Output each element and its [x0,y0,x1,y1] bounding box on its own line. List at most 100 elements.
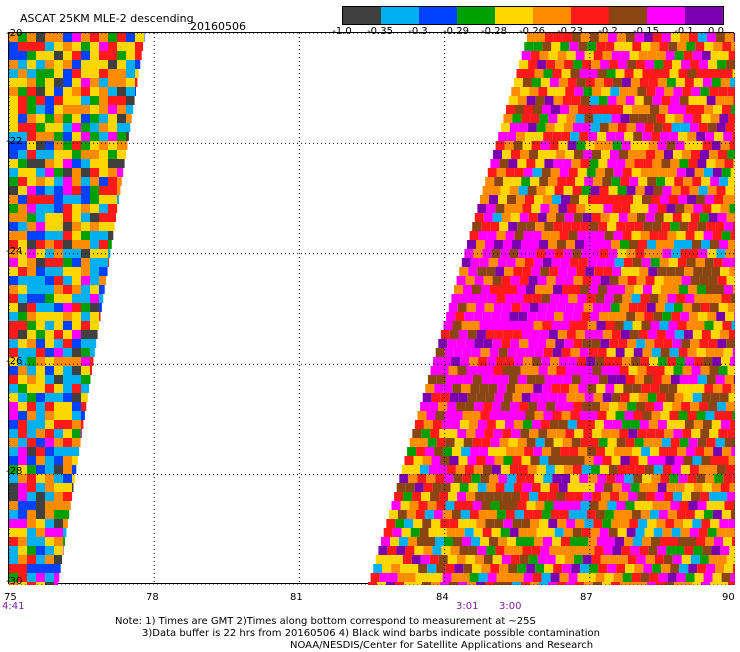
wind-cell [90,321,99,330]
wind-cell [36,366,45,375]
wind-cell [584,366,593,375]
wind-cell [9,150,18,159]
wind-cell [711,330,720,339]
wind-cell [81,393,88,402]
wind-cell [622,420,631,429]
wind-cell [619,276,628,285]
wind-cell [578,231,587,240]
wind-cell [534,195,543,204]
wind-cell [560,168,569,177]
wind-cell [532,78,541,87]
wind-cell [398,510,407,519]
wind-cell [99,213,108,222]
wind-cell [45,87,54,96]
wind-cell [724,159,733,168]
wind-cell [602,366,611,375]
wind-cell [641,510,650,519]
wind-cell [108,60,117,69]
wind-cell [706,159,715,168]
wind-cell [563,375,572,384]
wind-cell [99,186,108,195]
wind-cell [571,564,580,573]
wind-cell [664,429,673,438]
wind-cell [18,177,27,186]
wind-cell [651,132,660,141]
wind-cell [493,213,502,222]
wind-cell [703,357,712,366]
wind-cell [18,537,27,546]
wind-cell [715,69,724,78]
wind-cell [714,132,723,141]
wind-cell [72,159,81,168]
wind-cell [9,438,18,447]
wind-cell [36,375,45,384]
wind-cell [27,195,36,204]
wind-cell [593,114,602,123]
wind-cell [454,285,463,294]
wind-cell [514,78,523,87]
wind-cell [587,42,596,51]
wind-cell [421,492,430,501]
wind-cell [578,42,587,51]
wind-cell [460,420,469,429]
wind-cell [99,168,108,177]
wind-cell [117,105,126,114]
wind-cell [108,186,117,195]
wind-cell [570,258,579,267]
wind-cell [63,384,72,393]
wind-cell [595,483,604,492]
wind-cell [570,321,579,330]
wind-cell [27,285,36,294]
wind-cell [90,141,99,150]
wind-cell [700,150,709,159]
wind-cell [9,384,18,393]
wind-cell [45,69,54,78]
wind-cell [625,69,634,78]
wind-cell [634,285,643,294]
wind-cell [448,429,457,438]
wind-cell [614,42,623,51]
wind-cell [453,537,462,546]
wind-cell [544,69,553,78]
wind-cell [90,366,92,375]
wind-cell [467,519,476,528]
wind-cell [613,294,622,303]
wind-cell [499,222,508,231]
wind-cell [54,150,63,159]
wind-cell [590,501,599,510]
wind-cell [586,483,595,492]
wind-cell [36,348,45,357]
wind-cell [90,375,91,384]
wind-cell [54,168,63,177]
wind-cell [571,348,580,357]
wind-cell [618,339,627,348]
wind-cell [640,420,649,429]
wind-cell [45,33,54,42]
wind-cell [561,132,570,141]
wind-cell [45,573,54,582]
wind-cell [54,573,59,582]
wind-cell [543,537,552,546]
wind-cell [712,294,721,303]
wind-cell [549,546,558,555]
wind-cell [27,447,36,456]
wind-cell [9,456,18,465]
wind-cell [487,357,496,366]
wind-cell [503,240,512,249]
wind-cell [668,510,677,519]
wind-cell [709,429,718,438]
wind-cell [686,231,695,240]
wind-cell [36,96,45,105]
wind-cell [564,402,573,411]
wind-cell [644,33,653,42]
wind-cell [72,168,81,177]
wind-cell [664,555,673,564]
wind-cell [663,123,672,132]
wind-cell [81,204,90,213]
wind-cell [560,105,569,114]
wind-cell [27,132,36,141]
wind-cell [641,105,650,114]
wind-cell [641,168,650,177]
wind-cell [624,321,633,330]
wind-cell [473,375,482,384]
